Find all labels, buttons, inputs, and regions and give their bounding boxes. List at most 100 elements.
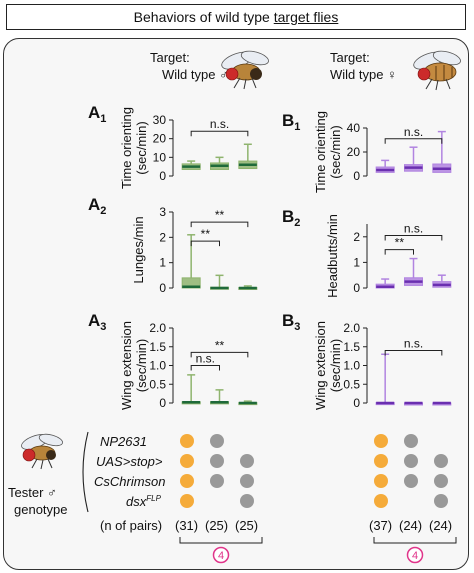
y-axis-label: Headbutts/min <box>325 214 340 298</box>
genotype-dot-gray <box>240 494 254 508</box>
box-1 <box>404 401 423 406</box>
y-tick-label: 0 <box>159 396 166 410</box>
y-tick-label: 20 <box>153 132 167 146</box>
significance-bracket: n.s. <box>190 117 249 137</box>
significance-label: n.s. <box>404 222 423 236</box>
box-2 <box>238 400 258 406</box>
genotype-dot-gray <box>210 454 224 468</box>
pairs-b-2: (24) <box>429 518 452 533</box>
y-axis-label-units: (sec/min) <box>134 339 149 392</box>
badge-b-text: 4 <box>412 550 418 562</box>
bracket-line <box>384 350 443 356</box>
genotype-dot-gray <box>434 454 448 468</box>
figure-title: Behaviors of wild type target flies <box>6 4 466 30</box>
y-tick-label: 1.0 <box>149 359 166 373</box>
significance-bracket: n.s. <box>384 337 443 356</box>
chart-b2: B2 Headbutts/min 012 **n.s. <box>282 207 452 298</box>
title-underlined: target flies <box>273 9 339 25</box>
panel-letter: A <box>88 195 100 214</box>
box-2 <box>238 285 258 290</box>
chart-b3: B3 Wing extension (sec/min) 0 0.5 1.0 1.5 2.0 n.… <box>282 311 452 410</box>
bracket-line <box>384 249 414 255</box>
panel-letter: B <box>282 207 294 226</box>
bracket-line <box>190 351 249 358</box>
significance-label: n.s. <box>210 117 229 131</box>
y-tick-label: 40 <box>347 121 361 135</box>
box-1 <box>210 274 229 290</box>
box-iqr <box>181 277 201 289</box>
figure-panel <box>3 38 469 570</box>
badge-a-text: 4 <box>218 550 224 562</box>
genotype-dot-orange <box>374 474 388 488</box>
genotype-dot-gray <box>404 474 418 488</box>
y-axis-label: Time orienting <box>119 107 134 189</box>
genotype-dot-orange <box>180 434 194 448</box>
panel-label: B2 <box>282 207 300 229</box>
pairs-b-1: (24) <box>399 518 422 533</box>
genotype-dot-orange <box>374 454 388 468</box>
y-tick-label: 3 <box>159 205 166 219</box>
genotype-dot-gray <box>240 474 254 488</box>
y-axis-label-units: (sec/min) <box>328 339 343 392</box>
y-tick-label: 0 <box>353 281 360 295</box>
genotype-row-label: UAS>stop> <box>96 454 163 469</box>
panel-label: A1 <box>88 103 106 125</box>
genotype-dot-gray <box>434 494 448 508</box>
pairs-a-2: (25) <box>235 518 258 533</box>
y-tick-label: 1.5 <box>343 340 360 354</box>
panel-letter: B <box>282 111 294 130</box>
box-0 <box>181 374 201 405</box>
pairs-b-0: (37) <box>369 518 392 533</box>
y-tick-label: 0 <box>159 281 166 295</box>
panel-letter: B <box>282 311 294 330</box>
y-tick-label: 0 <box>353 396 360 410</box>
significance-bracket: n.s. <box>384 222 443 241</box>
panel-letter: A <box>88 311 100 330</box>
bracket-b <box>373 537 457 544</box>
y-axis-label: Wing extension <box>313 321 328 410</box>
significance-label: ** <box>215 208 225 222</box>
genotype-row-label: NP2631 <box>100 434 147 449</box>
genotype-dot-orange <box>180 474 194 488</box>
genotype-row-label: CsChrimson <box>94 474 166 489</box>
significance-label: ** <box>395 236 405 250</box>
bracket-line <box>384 235 443 241</box>
chart-a1: A1 Time orienting (sec/min) 0 10 20 30 n.s. <box>88 103 258 189</box>
y-tick-label: 10 <box>153 150 167 164</box>
col-a-target-sex: Wild type ♂ <box>162 67 229 82</box>
box-2 <box>432 274 452 288</box>
significance-label: ** <box>201 227 211 241</box>
significance-label: ** <box>215 338 225 352</box>
badge-b <box>406 546 424 564</box>
box-0 <box>375 159 395 173</box>
genotype-dot-gray <box>404 434 418 448</box>
y-tick-label: 30 <box>153 113 167 127</box>
fly-icon-tester <box>21 433 63 470</box>
y-tick-label: 1 <box>159 256 166 270</box>
bracket-line <box>190 130 249 137</box>
genotype-dot-gray <box>210 474 224 488</box>
genotype-dot-orange <box>180 494 194 508</box>
col-a-target-label: Target: <box>150 50 190 65</box>
y-axis-label: Time orienting <box>313 111 328 193</box>
box-1 <box>210 389 229 405</box>
bracket-line <box>384 138 443 144</box>
y-tick-label: 20 <box>347 145 361 159</box>
y-tick-label: 0 <box>353 169 360 183</box>
y-tick-label: 2.0 <box>149 321 166 335</box>
panel-subscript: 2 <box>294 217 300 229</box>
box-2 <box>238 143 258 170</box>
y-tick-label: 0 <box>159 169 166 183</box>
genotype-dot-gray <box>240 454 254 468</box>
bracket-line <box>190 365 220 371</box>
genotype-dot-orange <box>180 454 194 468</box>
genotype-dot-orange <box>374 494 388 508</box>
panel-label: A2 <box>88 195 106 217</box>
significance-bracket: ** <box>190 227 220 247</box>
panel-subscript: 3 <box>294 321 300 333</box>
significance-bracket: ** <box>190 208 249 228</box>
box-0 <box>375 353 395 406</box>
chart-a3: A3 Wing extension (sec/min) 0 0.5 1.0 1.5 2.0 n.… <box>88 311 258 410</box>
